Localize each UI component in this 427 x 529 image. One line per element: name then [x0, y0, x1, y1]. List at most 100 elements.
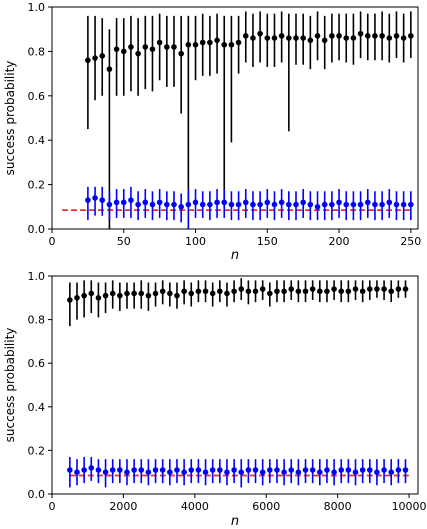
data-point: [120, 48, 127, 55]
data-point: [278, 199, 285, 206]
data-point: [293, 201, 299, 208]
data-point: [81, 467, 87, 473]
data-point: [138, 290, 145, 297]
data-point: [400, 201, 407, 208]
data-point: [338, 288, 345, 295]
data-point: [217, 467, 223, 473]
data-point: [286, 201, 292, 208]
y-tick-label: 0.2: [28, 179, 46, 192]
data-point: [185, 41, 192, 48]
data-point: [321, 37, 328, 44]
data-point: [188, 467, 195, 473]
data-point: [178, 50, 184, 57]
data-point: [259, 286, 266, 292]
data-point: [117, 292, 123, 299]
chart-panel-1: 0 50 100 150 200 250 0.0 0.2 0.4 0.6 0.8 1.0 n succes…: [3, 1, 421, 263]
data-point: [67, 297, 73, 303]
data-point: [302, 467, 309, 473]
data-point: [171, 201, 177, 208]
data-point: [124, 469, 130, 476]
data-point: [152, 467, 159, 473]
data-point: [357, 30, 364, 37]
x-tick-label: 50: [117, 235, 131, 248]
data-point: [138, 467, 145, 473]
data-point: [364, 199, 371, 206]
y-axis-label: success probability: [3, 61, 17, 176]
data-point: [379, 201, 385, 208]
series-blue: [85, 186, 414, 229]
data-point: [374, 286, 380, 292]
data-point: [131, 290, 137, 297]
data-point: [242, 199, 249, 206]
y-tick-label: 0.4: [28, 134, 46, 147]
data-point: [252, 467, 259, 473]
data-point: [106, 201, 113, 208]
data-point: [207, 201, 213, 208]
x-tick-label: 8000: [324, 500, 352, 513]
data-point: [221, 199, 228, 206]
data-point: [67, 467, 73, 473]
x-tick-label: 250: [400, 235, 421, 248]
data-point: [135, 201, 141, 208]
y-tick-label: 1.0: [28, 270, 46, 283]
data-point: [250, 201, 256, 208]
data-point: [228, 201, 235, 208]
data-point: [167, 469, 173, 476]
data-point: [321, 201, 328, 208]
data-point: [109, 290, 116, 297]
data-point: [307, 37, 314, 44]
data-point: [167, 290, 173, 297]
data-point: [195, 467, 202, 473]
chart-panel-2: 0 2000 4000 6000 8000 10000 0.0 0.2 0.4 0.6 0.8 1.0…: [3, 270, 427, 529]
y-tick-label: 0.8: [28, 45, 46, 58]
x-tick-label: 0: [49, 235, 56, 248]
data-point: [113, 46, 120, 52]
data-point: [124, 290, 130, 297]
data-point: [381, 286, 387, 292]
x-tick-label: 150: [257, 235, 278, 248]
data-point: [402, 286, 409, 292]
data-point: [156, 199, 163, 206]
data-point: [152, 290, 159, 297]
data-point: [224, 290, 230, 297]
data-point: [250, 35, 256, 41]
x-tick-label: 10000: [392, 500, 427, 513]
data-point: [192, 41, 199, 48]
y-tick-label: 0.0: [28, 223, 46, 236]
data-point: [288, 286, 295, 292]
data-point: [408, 201, 414, 208]
data-point: [202, 288, 209, 295]
data-point: [329, 201, 335, 208]
data-point: [259, 469, 266, 476]
data-point: [92, 55, 98, 61]
series-black: [67, 278, 409, 327]
data-point: [336, 199, 342, 206]
y-tick-label: 1.0: [28, 1, 46, 14]
data-point: [271, 35, 278, 41]
data-point: [164, 44, 170, 50]
data-point: [231, 288, 237, 295]
data-point: [217, 288, 223, 295]
data-point: [207, 39, 213, 46]
data-point: [185, 201, 192, 208]
data-point: [238, 286, 245, 292]
y-tick-label: 0.8: [28, 314, 46, 327]
data-point: [88, 290, 95, 297]
data-point: [149, 46, 156, 52]
data-point: [350, 35, 357, 41]
data-point: [85, 197, 91, 203]
data-point: [188, 290, 195, 297]
data-point: [267, 467, 273, 473]
data-point: [309, 467, 316, 473]
y-axis-label: success probability: [3, 328, 17, 443]
data-point: [156, 39, 163, 46]
data-point: [245, 467, 252, 473]
x-axis-label: n: [231, 248, 239, 263]
data-point: [120, 199, 127, 206]
data-point: [295, 469, 302, 476]
data-point: [331, 469, 337, 476]
data-point: [338, 467, 345, 473]
data-point: [309, 286, 316, 292]
data-point: [300, 35, 306, 41]
data-point: [300, 199, 306, 206]
